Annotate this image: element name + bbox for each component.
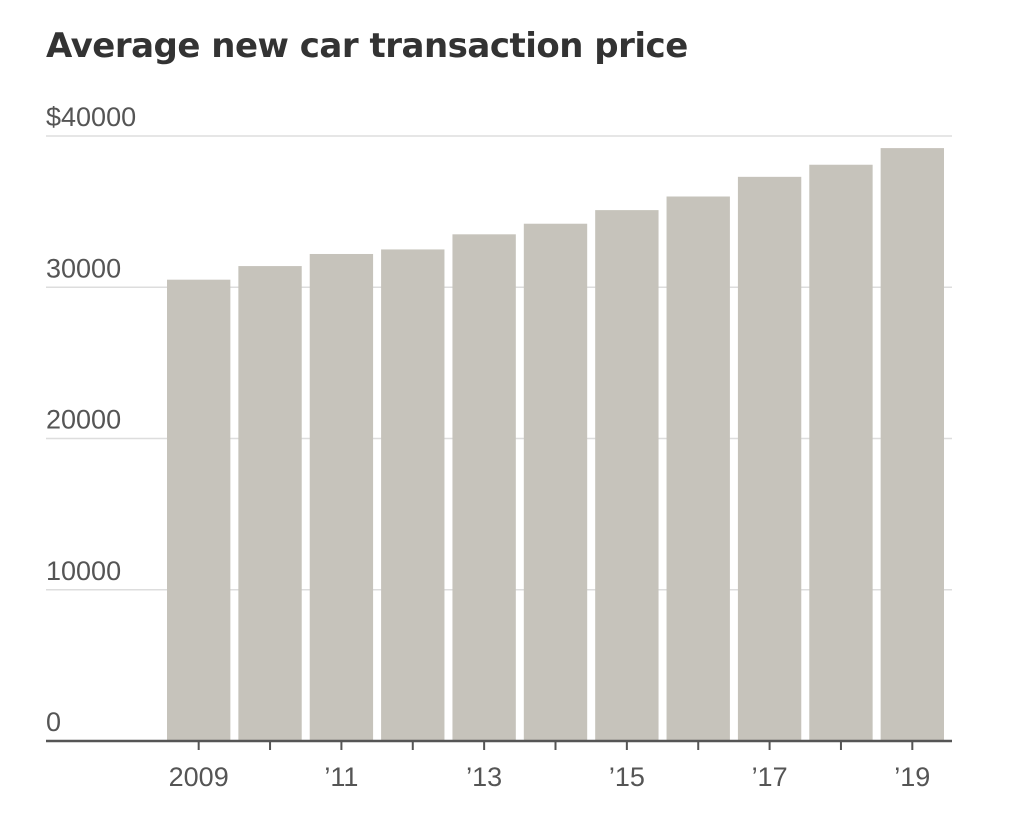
x-tick-label: ’15	[609, 762, 645, 792]
bar-2017	[737, 176, 802, 741]
bar-2014	[523, 223, 588, 742]
chart-title: Average new car transaction price	[46, 26, 688, 66]
x-axis-labels: 2009 ’11 ’13 ’15 ’17 ’19	[169, 762, 931, 792]
x-tick-label: ’11	[324, 762, 358, 792]
x-tick-label: ’13	[466, 762, 502, 792]
bar-2009	[167, 279, 231, 741]
bar-2011	[309, 253, 374, 741]
bar-2013	[452, 234, 516, 741]
y-axis-labels: 0 10000 20000 30000 $40000	[46, 102, 136, 737]
x-tick-label: ’19	[894, 762, 930, 792]
y-tick-label: 20000	[46, 405, 121, 435]
bar-2018	[809, 164, 873, 742]
bar-2010	[238, 266, 302, 741]
x-tick-label: 2009	[169, 762, 229, 792]
y-tick-label: $40000	[46, 102, 136, 132]
y-tick-label: 0	[46, 707, 61, 737]
bar-2019	[880, 148, 944, 742]
x-tick-label: ’17	[752, 762, 788, 792]
y-tick-label: 30000	[46, 253, 121, 283]
y-tick-label: 10000	[46, 556, 121, 586]
bar-2012	[381, 249, 445, 741]
x-axis	[46, 739, 952, 750]
bar-2016	[666, 196, 730, 741]
bars	[167, 148, 944, 742]
bar-2015	[595, 210, 659, 742]
